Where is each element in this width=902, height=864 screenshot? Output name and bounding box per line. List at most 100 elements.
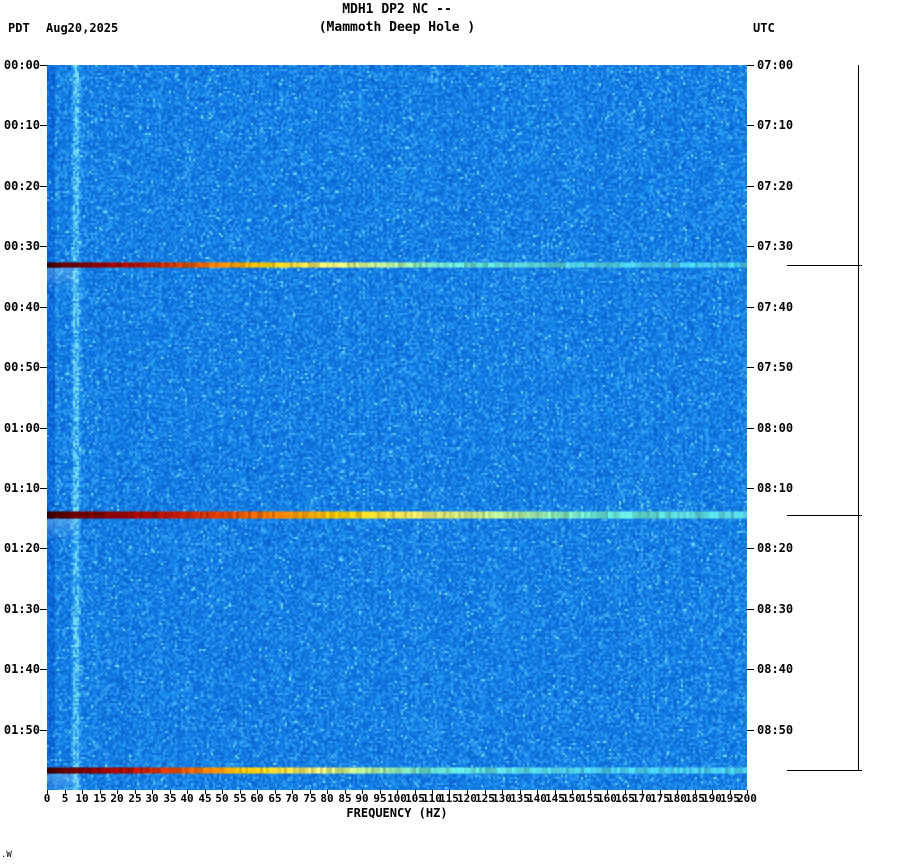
frequency-tick-mark xyxy=(240,790,241,794)
time-tick-mark-left xyxy=(40,488,47,489)
frequency-tick-label: 65 xyxy=(268,792,282,805)
time-tick-label-right: 07:40 xyxy=(757,299,794,314)
time-tick-label-right: 07:10 xyxy=(757,118,794,133)
time-tick-mark-left xyxy=(40,730,47,731)
time-tick-mark-left xyxy=(40,307,47,308)
time-tick-label-left: 00:10 xyxy=(3,118,40,133)
time-tick-mark-left xyxy=(40,246,47,247)
frequency-tick-label: 135 xyxy=(510,792,530,805)
time-tick-label-right: 07:20 xyxy=(757,178,794,193)
frequency-tick-mark xyxy=(222,790,223,794)
frequency-tick-label: 165 xyxy=(615,792,635,805)
time-tick-label-left: 01:40 xyxy=(3,662,40,677)
frequency-tick-label: 40 xyxy=(180,792,194,805)
time-tick-mark-left xyxy=(40,125,47,126)
frequency-tick-mark xyxy=(65,790,66,794)
frequency-tick-mark xyxy=(292,790,293,794)
time-tick-label-left: 00:00 xyxy=(3,58,40,72)
frequency-tick-mark xyxy=(520,790,521,794)
frequency-tick-mark xyxy=(449,790,450,794)
frequency-tick-label: 125 xyxy=(475,792,495,805)
frequency-tick-label: 15 xyxy=(93,792,107,805)
frequency-tick-mark xyxy=(257,790,258,794)
frequency-tick-mark xyxy=(660,790,661,794)
time-tick-mark-right xyxy=(747,125,754,126)
scale-bar-event-tick xyxy=(787,515,862,516)
frequency-tick-mark xyxy=(590,790,591,794)
time-tick-mark-left xyxy=(40,609,47,610)
frequency-tick-label: 195 xyxy=(720,792,740,805)
frequency-tick-label: 70 xyxy=(285,792,299,805)
scale-bar-line xyxy=(858,65,859,770)
time-tick-mark-right xyxy=(747,548,754,549)
frequency-tick-mark xyxy=(205,790,206,794)
frequency-tick-mark xyxy=(170,790,171,794)
time-tick-label-right: 08:10 xyxy=(757,480,794,495)
time-tick-mark-right xyxy=(747,609,754,610)
frequency-tick-label: 200 xyxy=(737,792,757,805)
frequency-tick-mark xyxy=(695,790,696,794)
frequency-tick-mark xyxy=(135,790,136,794)
frequency-tick-mark xyxy=(327,790,328,794)
frequency-tick-mark xyxy=(100,790,101,794)
time-tick-label-right: 08:00 xyxy=(757,420,794,435)
station-title: MDH1 DP2 NC -- xyxy=(342,2,452,17)
time-tick-mark-right xyxy=(747,65,754,66)
frequency-tick-mark xyxy=(572,790,573,794)
frequency-tick-mark xyxy=(747,790,748,794)
frequency-tick-label: 10 xyxy=(75,792,89,805)
frequency-tick-mark xyxy=(362,790,363,794)
time-tick-label-left: 01:20 xyxy=(3,541,40,556)
frequency-tick-label: 60 xyxy=(250,792,264,805)
frequency-tick-mark xyxy=(187,790,188,794)
scale-bar-event-tick xyxy=(787,265,862,266)
frequency-tick-label: 170 xyxy=(632,792,652,805)
frequency-tick-mark xyxy=(555,790,556,794)
time-tick-label-left: 01:00 xyxy=(3,420,40,435)
time-tick-label-left: 00:50 xyxy=(3,360,40,375)
time-tick-mark-left xyxy=(40,367,47,368)
time-tick-mark-left xyxy=(40,548,47,549)
frequency-tick-label: 190 xyxy=(702,792,722,805)
frequency-tick-label: 180 xyxy=(667,792,687,805)
frequency-tick-label: 175 xyxy=(650,792,670,805)
frequency-tick-label: 110 xyxy=(422,792,442,805)
frequency-tick-mark xyxy=(677,790,678,794)
frequency-tick-label: 95 xyxy=(373,792,387,805)
frequency-tick-label: 0 xyxy=(43,792,51,805)
frequency-tick-label: 155 xyxy=(580,792,600,805)
time-tick-label-right: 07:30 xyxy=(757,239,794,254)
frequency-tick-mark xyxy=(310,790,311,794)
time-tick-label-left: 01:30 xyxy=(3,601,40,616)
time-tick-label-right: 08:40 xyxy=(757,662,794,677)
time-tick-mark-left xyxy=(40,65,47,66)
frequency-tick-label: 120 xyxy=(457,792,477,805)
date-label: Aug20,2025 xyxy=(46,21,119,35)
time-tick-mark-right xyxy=(747,428,754,429)
time-tick-label-right: 08:20 xyxy=(757,541,794,556)
frequency-tick-label: 100 xyxy=(387,792,407,805)
frequency-tick-mark xyxy=(607,790,608,794)
frequency-tick-label: 115 xyxy=(439,792,459,805)
time-tick-label-right: 07:50 xyxy=(757,360,794,375)
scale-bar-event-tick xyxy=(787,770,862,771)
time-tick-label-right: 08:30 xyxy=(757,601,794,616)
time-tick-label-left: 01:50 xyxy=(3,722,40,737)
frequency-tick-label: 20 xyxy=(110,792,124,805)
timezone-right-label: UTC xyxy=(753,21,775,35)
frequency-tick-mark xyxy=(345,790,346,794)
frequency-tick-label: 25 xyxy=(128,792,142,805)
frequency-tick-label: 80 xyxy=(320,792,334,805)
frequency-tick-label: 30 xyxy=(145,792,159,805)
frequency-axis-title: FREQUENCY (HZ) xyxy=(346,806,448,820)
frequency-tick-mark xyxy=(485,790,486,794)
frequency-tick-mark xyxy=(642,790,643,794)
time-tick-label-left: 00:30 xyxy=(3,239,40,254)
frequency-tick-label: 140 xyxy=(527,792,547,805)
time-tick-mark-right xyxy=(747,246,754,247)
time-tick-mark-right xyxy=(747,488,754,489)
time-tick-label-left: 00:40 xyxy=(3,299,40,314)
frequency-tick-mark xyxy=(467,790,468,794)
time-tick-label-left: 01:10 xyxy=(3,480,40,495)
frequency-tick-mark xyxy=(82,790,83,794)
